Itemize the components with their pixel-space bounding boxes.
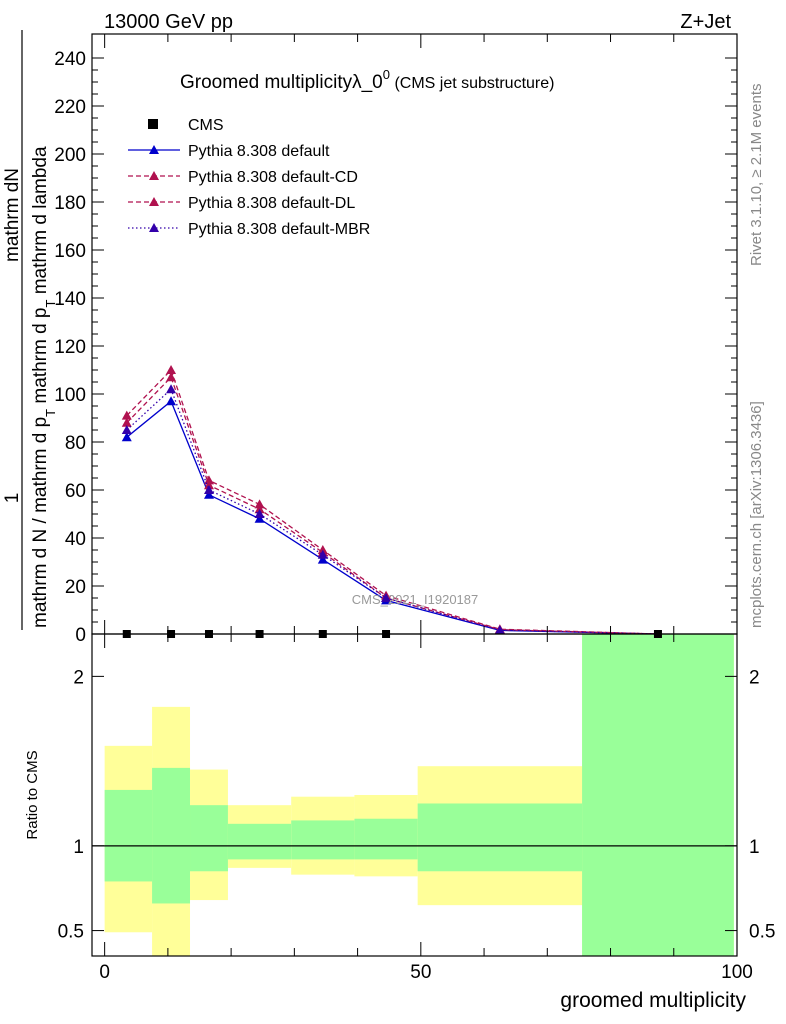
series-point-0-4 [317,554,328,564]
ytick-label-main-10: 200 [54,145,86,166]
ytick-label-ratio-0: 0.5 [58,922,84,943]
series-point-3-6 [494,625,505,635]
legend-marker-1 [149,145,159,154]
xtick-label-0: 0 [99,962,110,983]
ytick-label-main-9: 180 [54,193,86,214]
ytick-label-main-4: 80 [65,433,86,454]
series-point-3-1 [166,384,177,394]
legend-label-4: Pythia 8.308 default-MBR [188,221,370,238]
ytick-label-main-11: 220 [54,97,86,118]
ylabel-lead-one: 1 [2,493,23,504]
series-point-0-3 [254,513,265,523]
svg-text:mathrm d N / mathrm d pT mathr: mathrm d N / mathrm d pT mathrm d pT mat… [30,146,58,628]
series-point-3-4 [317,549,328,559]
legend-marker-cms [148,119,158,129]
ytick-label-main-8: 160 [54,241,86,262]
ratio-band-inner-3 [227,823,292,860]
mcplots-label: mcplots.cern.ch [arXiv:1306.3436] [748,401,765,628]
xtick-label-2: 100 [721,962,753,983]
ratio-band-inner-2 [190,805,228,872]
series-point-3-3 [254,509,265,518]
ytick-label-ratio-right-1: 1 [749,837,760,858]
series-point-2-0 [121,410,132,420]
header-left: 13000 GeV pp [104,11,233,33]
xtick-label-1: 50 [410,962,431,983]
chart-title: Groomed multiplicityλ_00 (CMS jet substr… [180,67,554,93]
series-point-2-1 [166,365,177,374]
series-point-2-2 [203,475,214,485]
series-point-3-0 [121,425,132,434]
ratio-band-inner-4 [291,820,355,860]
ytick-label-main-2: 40 [65,529,86,550]
ratio-band-inner-0 [104,789,153,882]
ylabel-mid-tail: mathrm d lambda [30,146,51,294]
ytick-label-main-0: 0 [75,625,86,646]
title-text: Groomed multiplicityλ_0 [180,72,383,93]
text-layer: 13000 GeV pp Z+Jet Rivet 3.1.10, ≥ 2.1M … [2,11,765,1012]
ratio-frame [91,633,738,957]
ytick-label-ratio-right-2: 2 [749,667,760,688]
series-point-0-2 [203,489,214,499]
ylabel-mid-sub: T [43,300,58,308]
rivet-label: Rivet 3.1.10, ≥ 2.1M events [748,84,765,267]
series-point-3-2 [203,485,214,494]
ytick-label-ratio-right-0: 0.5 [749,922,775,943]
legend-marker-4 [149,223,159,232]
title-superscript: 0 [383,67,390,82]
ytick-label-main-1: 20 [65,577,86,598]
ratio-band-inner-7 [582,634,734,956]
series-point-3-5 [381,593,392,602]
series-point-2-4 [317,545,328,554]
series-point-2-3 [254,499,265,509]
ylabel-denominator: mathrm d N / mathrm d p [30,417,51,628]
legend-label-1: Pythia 8.308 default [188,143,330,160]
series-line-0 [126,400,658,635]
ytick-label-ratio-1: 1 [73,837,84,858]
title-subtitle: (CMS jet substructure) [394,75,554,92]
ylabel-numerator: mathrm dN [2,168,23,262]
y-axis-label-main: 1 mathrm dN mathrm d N / mathrm d pT mat… [2,30,58,630]
legend-label-2: Pythia 8.308 default-CD [188,169,358,186]
legend: CMS Pythia 8.308 default Pythia 8.308 defa… [128,117,370,238]
ylabel-mid: mathrm d p [30,308,51,404]
ytick-label-main-12: 240 [54,49,86,70]
header-right: Z+Jet [680,11,731,33]
series-line-1 [126,375,658,635]
ratio-bands [104,634,734,956]
ratio-band-inner-1 [152,767,191,904]
ratio-band-inner-5 [354,818,418,860]
ytick-label-ratio-2: 2 [73,667,84,688]
series-point-1-0 [121,417,132,427]
ratio-band-inner-6 [417,803,583,872]
series-point-1-3 [254,504,265,514]
series-line-2 [126,368,658,635]
x-axis-label: groomed multiplicity [560,989,746,1012]
ytick-label-main-7: 140 [54,289,86,310]
legend-marker-2 [149,171,159,180]
ytick-label-main-3: 60 [65,481,86,502]
series-point-0-0 [121,432,132,442]
ratio-ylabel: Ratio to CMS [24,750,41,839]
ylabel-denominator-sub: T [43,409,58,417]
ytick-label-main-6: 120 [54,337,86,358]
series-point-0-1 [166,396,177,406]
legend-label-0: CMS [188,117,224,134]
ytick-label-main-5: 100 [54,385,86,406]
series-point-1-2 [203,480,214,490]
svg-text:Groomed multiplicityλ_00 (CMS: Groomed multiplicityλ_00 (CMS jet substr… [180,67,554,93]
legend-label-3: Pythia 8.308 default-DL [188,195,355,212]
legend-marker-3 [149,197,159,206]
watermark: CMS_2021_I1920187 [352,592,479,607]
